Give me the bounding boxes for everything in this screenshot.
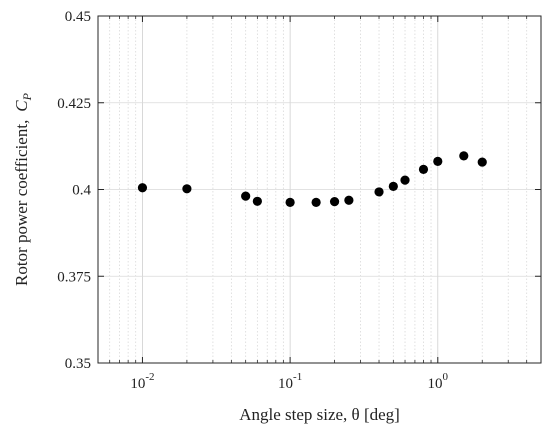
x-tick-label: 100 — [428, 371, 449, 392]
data-point — [311, 197, 321, 207]
data-point — [252, 196, 262, 206]
data-point — [459, 151, 469, 161]
data-point — [477, 157, 487, 167]
x-tick-label: 10-2 — [130, 371, 154, 392]
data-point — [418, 164, 429, 174]
data-point — [241, 191, 251, 201]
data-point — [388, 181, 398, 191]
y-tick-label: 0.4 — [72, 183, 91, 199]
grid-layer — [97, 16, 542, 363]
data-point — [182, 184, 192, 194]
data-point — [344, 195, 354, 205]
data-point — [400, 175, 410, 185]
y-tick-label: 0.425 — [57, 96, 91, 112]
data-point — [374, 187, 384, 197]
y-tick-label: 0.375 — [57, 269, 91, 285]
tick-layer: 10-2 10-1 100 0.35 0.375 0.4 0.425 0.45 — [57, 9, 542, 392]
data-point — [433, 156, 443, 166]
y-axis-title-symbol: C — [12, 100, 31, 112]
y-tick-label: 0.35 — [65, 356, 91, 372]
x-axis-title: Angle step size, θ [deg] — [239, 405, 400, 424]
point-layer — [137, 151, 487, 207]
y-axis-title-main: Rotor power coefficient, — [12, 120, 31, 286]
x-tick-label: 10-1 — [278, 371, 302, 392]
y-axis-title-subscript: P — [20, 92, 34, 101]
y-tick-label: 0.45 — [65, 9, 91, 25]
y-axis-title: Rotor power coefficient, CP — [12, 92, 34, 286]
data-point — [285, 197, 295, 207]
data-point — [329, 197, 340, 207]
data-point — [137, 183, 148, 193]
